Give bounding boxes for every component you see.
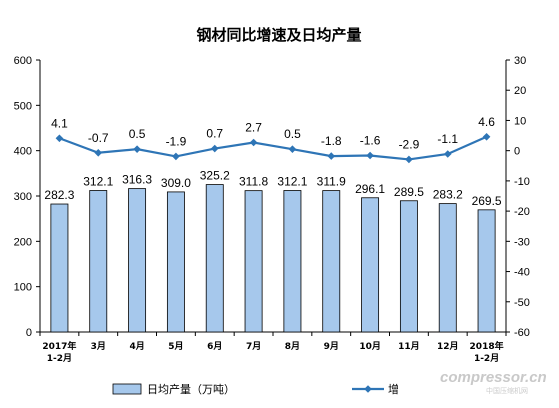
bar bbox=[166, 191, 185, 333]
bar-label: 283.2 bbox=[433, 188, 463, 202]
bar-label: 269.5 bbox=[472, 194, 502, 208]
x-tick-label: 1-2月 bbox=[474, 353, 499, 364]
bar-label: 316.3 bbox=[122, 173, 152, 187]
line-label: -0.7 bbox=[88, 131, 109, 145]
line-point bbox=[443, 150, 452, 158]
line-path bbox=[59, 135, 488, 161]
line-label: -1.1 bbox=[437, 132, 458, 146]
line-label: -1.9 bbox=[166, 134, 187, 148]
y-right-tick-label: 20 bbox=[514, 85, 526, 97]
y-right-tick-label: 30 bbox=[514, 55, 526, 67]
bar-label: 325.2 bbox=[200, 169, 230, 183]
line-label: 4.6 bbox=[478, 115, 495, 129]
x-tick-label: 12月 bbox=[437, 341, 459, 352]
y-right-tick-label: 0 bbox=[514, 146, 520, 158]
y-right-tick-label: -20 bbox=[514, 206, 530, 218]
y-left-tick-label: 300 bbox=[14, 191, 32, 203]
bar-label: 282.3 bbox=[44, 188, 74, 202]
chart-title: 钢材同比增速及日均产量 bbox=[196, 26, 361, 44]
y-right-tick-label: -10 bbox=[514, 176, 530, 188]
y-left-tick-label: 600 bbox=[14, 55, 32, 67]
x-tick-label: 3月 bbox=[91, 341, 106, 352]
y-right-tick-label: -30 bbox=[514, 236, 530, 248]
legend-marker-line bbox=[364, 385, 372, 393]
x-tick-label: 6月 bbox=[207, 341, 222, 352]
y-left-tick-label: 500 bbox=[14, 100, 32, 112]
y-left-tick-label: 100 bbox=[14, 282, 32, 294]
y-right-tick-label: 10 bbox=[514, 115, 526, 127]
line-label: -1.6 bbox=[360, 134, 381, 148]
bar-label: 296.1 bbox=[355, 182, 385, 196]
bar-label: 309.0 bbox=[161, 176, 191, 190]
line-point bbox=[288, 145, 297, 153]
line-point bbox=[366, 151, 374, 160]
legend-swatch-bar bbox=[112, 383, 142, 395]
line-point bbox=[172, 152, 180, 161]
y-left-tick-label: 200 bbox=[14, 236, 32, 248]
x-tick-label: 11月 bbox=[398, 341, 420, 352]
x-tick-label: 9月 bbox=[324, 341, 339, 352]
y-right-tick-label: -40 bbox=[514, 267, 530, 279]
x-tick-label: 4月 bbox=[129, 341, 144, 352]
y-right-tick-label: -50 bbox=[514, 297, 530, 309]
bar bbox=[89, 190, 108, 333]
bar bbox=[438, 203, 457, 333]
bar-series: 282.3 312.1 316.3 309.0 325.2 311.8 312.1 311.9… bbox=[44, 169, 502, 333]
watermark-brand: compressor.cn bbox=[440, 369, 547, 386]
bar-label: 312.1 bbox=[277, 175, 307, 189]
line-point bbox=[94, 148, 103, 157]
line-series: 4.1 -0.7 0.5 -1.9 0.7 2.7 0.5 -1.8 -1.6 -2.9 -1.1 4… bbox=[51, 115, 495, 164]
line-label: 0.7 bbox=[206, 127, 223, 141]
line-point bbox=[210, 144, 219, 153]
x-tick-label: 5月 bbox=[168, 341, 183, 352]
y-right-tick-label: -60 bbox=[514, 327, 530, 339]
x-tick-label: 7月 bbox=[246, 341, 261, 352]
line-point bbox=[405, 155, 413, 164]
bar-label: 311.9 bbox=[317, 175, 346, 189]
line-label: 4.1 bbox=[51, 116, 68, 130]
x-tick-label: 2018年 bbox=[470, 340, 504, 352]
watermark-sub: 中国压缩机网 bbox=[486, 386, 528, 395]
bar bbox=[361, 197, 380, 333]
y-left-tick-label: 0 bbox=[26, 327, 32, 339]
legend-label-line: 增 bbox=[388, 382, 399, 396]
line-point bbox=[482, 132, 491, 141]
bar bbox=[322, 190, 341, 333]
bar bbox=[244, 190, 263, 333]
line-point bbox=[249, 138, 258, 147]
bar bbox=[283, 190, 302, 333]
x-tick-label: 2017年 bbox=[42, 340, 76, 352]
bar bbox=[399, 200, 418, 333]
bar bbox=[205, 184, 224, 333]
line-label: -2.9 bbox=[399, 137, 420, 151]
bar bbox=[128, 188, 147, 333]
legend: 日均产量（万吨） 增 bbox=[112, 382, 399, 396]
x-tick-label: 1-2月 bbox=[47, 353, 72, 364]
line-point bbox=[133, 145, 141, 153]
legend-label-bar: 日均产量（万吨） bbox=[147, 382, 235, 396]
line-label: 2.7 bbox=[245, 121, 262, 135]
x-tick-label: 8月 bbox=[285, 341, 300, 352]
line-point bbox=[327, 152, 336, 160]
bar-label: 289.5 bbox=[394, 185, 424, 199]
x-tick-label: 10月 bbox=[359, 341, 381, 352]
line-label: 0.5 bbox=[129, 127, 146, 141]
line-label: -1.8 bbox=[321, 134, 342, 148]
watermark: compressor.cn 中国压缩机网 bbox=[440, 369, 547, 395]
line-point bbox=[55, 134, 64, 143]
bar-label: 312.1 bbox=[83, 175, 113, 189]
bar bbox=[50, 203, 69, 333]
y-left-tick-label: 400 bbox=[14, 146, 32, 158]
bar bbox=[477, 209, 496, 333]
bar-label: 311.8 bbox=[239, 175, 268, 189]
line-label: 0.5 bbox=[284, 127, 301, 141]
